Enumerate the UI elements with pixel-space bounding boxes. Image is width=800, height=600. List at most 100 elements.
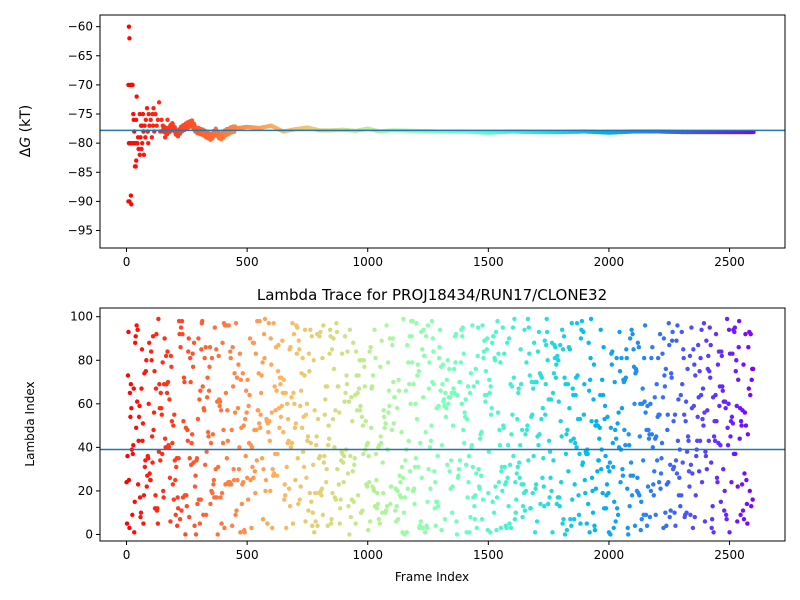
lambda-point: [207, 344, 213, 350]
lambda-point: [429, 318, 435, 324]
lambda-point: [558, 480, 564, 485]
lambda-point: [650, 344, 655, 350]
lambda-point: [572, 440, 578, 446]
lambda-point: [472, 503, 477, 509]
lambda-point: [416, 368, 422, 374]
lambda-point: [503, 480, 509, 485]
lambda-point: [159, 405, 164, 411]
lambda-point: [184, 503, 190, 509]
lambda-point: [522, 327, 527, 332]
lambda-point: [732, 329, 737, 335]
lambda-point: [198, 388, 203, 393]
dg-y-tick-label: −95: [68, 224, 93, 238]
lambda-point: [200, 318, 205, 324]
lambda-point: [554, 362, 559, 367]
lambda-point: [180, 331, 185, 337]
lambda-point: [614, 506, 620, 511]
lambda-point: [168, 519, 173, 524]
lambda-point: [613, 519, 618, 524]
lambda-point: [226, 323, 231, 328]
lambda-point: [530, 386, 536, 391]
lambda-point: [468, 371, 474, 376]
lambda-point: [131, 386, 136, 391]
lambda-point: [713, 392, 718, 398]
lambda-point: [746, 344, 751, 350]
lambda-point: [659, 456, 664, 461]
lambda-point: [278, 414, 284, 420]
lambda-point: [450, 423, 456, 428]
lambda-point: [626, 432, 631, 437]
lambda-point: [511, 375, 517, 380]
lambda-point: [687, 484, 692, 489]
lambda-point: [378, 434, 383, 439]
lambda-point: [172, 412, 177, 417]
lambda-point: [618, 480, 623, 485]
lambda-point: [717, 403, 722, 409]
lambda-point: [372, 327, 377, 332]
lambda-point: [573, 392, 578, 398]
lambda-point: [607, 469, 612, 474]
lambda-point: [557, 495, 562, 500]
lambda-point: [589, 475, 595, 481]
lambda-y-tick-label: 60: [78, 397, 93, 411]
lambda-point: [670, 329, 675, 335]
lambda-point: [707, 325, 712, 330]
lambda-point: [725, 442, 731, 448]
lambda-point: [204, 395, 210, 400]
lambda-point: [550, 530, 555, 535]
lambda-point: [612, 427, 618, 433]
lambda-point: [329, 517, 334, 522]
lambda-point: [380, 490, 386, 496]
lambda-point: [729, 480, 734, 485]
lambda-point: [422, 530, 428, 535]
lambda-point: [385, 360, 391, 365]
lambda-point: [524, 360, 529, 365]
dg-y-tick-label: −65: [68, 49, 93, 63]
lambda-x-tick-label: 1500: [473, 548, 504, 562]
lambda-point: [357, 408, 363, 413]
lambda-point: [476, 466, 481, 472]
lambda-point: [396, 388, 402, 393]
lambda-point: [296, 338, 301, 343]
lambda-point: [397, 473, 402, 478]
lambda-point: [539, 375, 545, 380]
lambda-point: [617, 329, 622, 335]
lambda-point: [176, 456, 181, 461]
lambda-point: [546, 438, 552, 444]
lambda-point: [736, 344, 741, 350]
lambda-point: [204, 449, 209, 454]
lambda-point: [247, 336, 253, 341]
lambda-point: [694, 453, 699, 459]
lambda-point: [497, 442, 503, 448]
lambda-point: [342, 399, 347, 404]
lambda-point: [238, 530, 243, 535]
lambda-point: [725, 425, 730, 430]
lambda-point: [654, 382, 659, 387]
lambda-point: [256, 408, 261, 413]
lambda-point: [267, 438, 273, 444]
lambda-point: [390, 342, 395, 348]
lambda-point: [151, 410, 157, 415]
lambda-point: [474, 525, 479, 531]
dg-point: [137, 111, 142, 117]
lambda-point: [516, 386, 521, 391]
lambda-point: [253, 351, 259, 356]
dg-x-ticks: 0 500 1000 1500 2000 2500: [123, 248, 745, 269]
lambda-point: [649, 432, 655, 437]
lambda-point: [278, 382, 283, 387]
lambda-point: [247, 392, 252, 398]
lambda-point: [244, 410, 249, 415]
lambda-point: [592, 523, 597, 528]
lambda-point: [528, 506, 533, 511]
lambda-point: [453, 331, 459, 337]
lambda-point: [273, 408, 278, 413]
lambda-point: [556, 399, 561, 404]
lambda-point: [746, 386, 752, 391]
lambda-point: [419, 475, 424, 481]
lambda-point: [619, 355, 624, 361]
lambda-point: [228, 349, 233, 354]
lambda-point: [389, 484, 394, 489]
lambda-point: [124, 521, 130, 526]
dg-point: [147, 123, 152, 128]
lambda-point: [347, 532, 352, 537]
